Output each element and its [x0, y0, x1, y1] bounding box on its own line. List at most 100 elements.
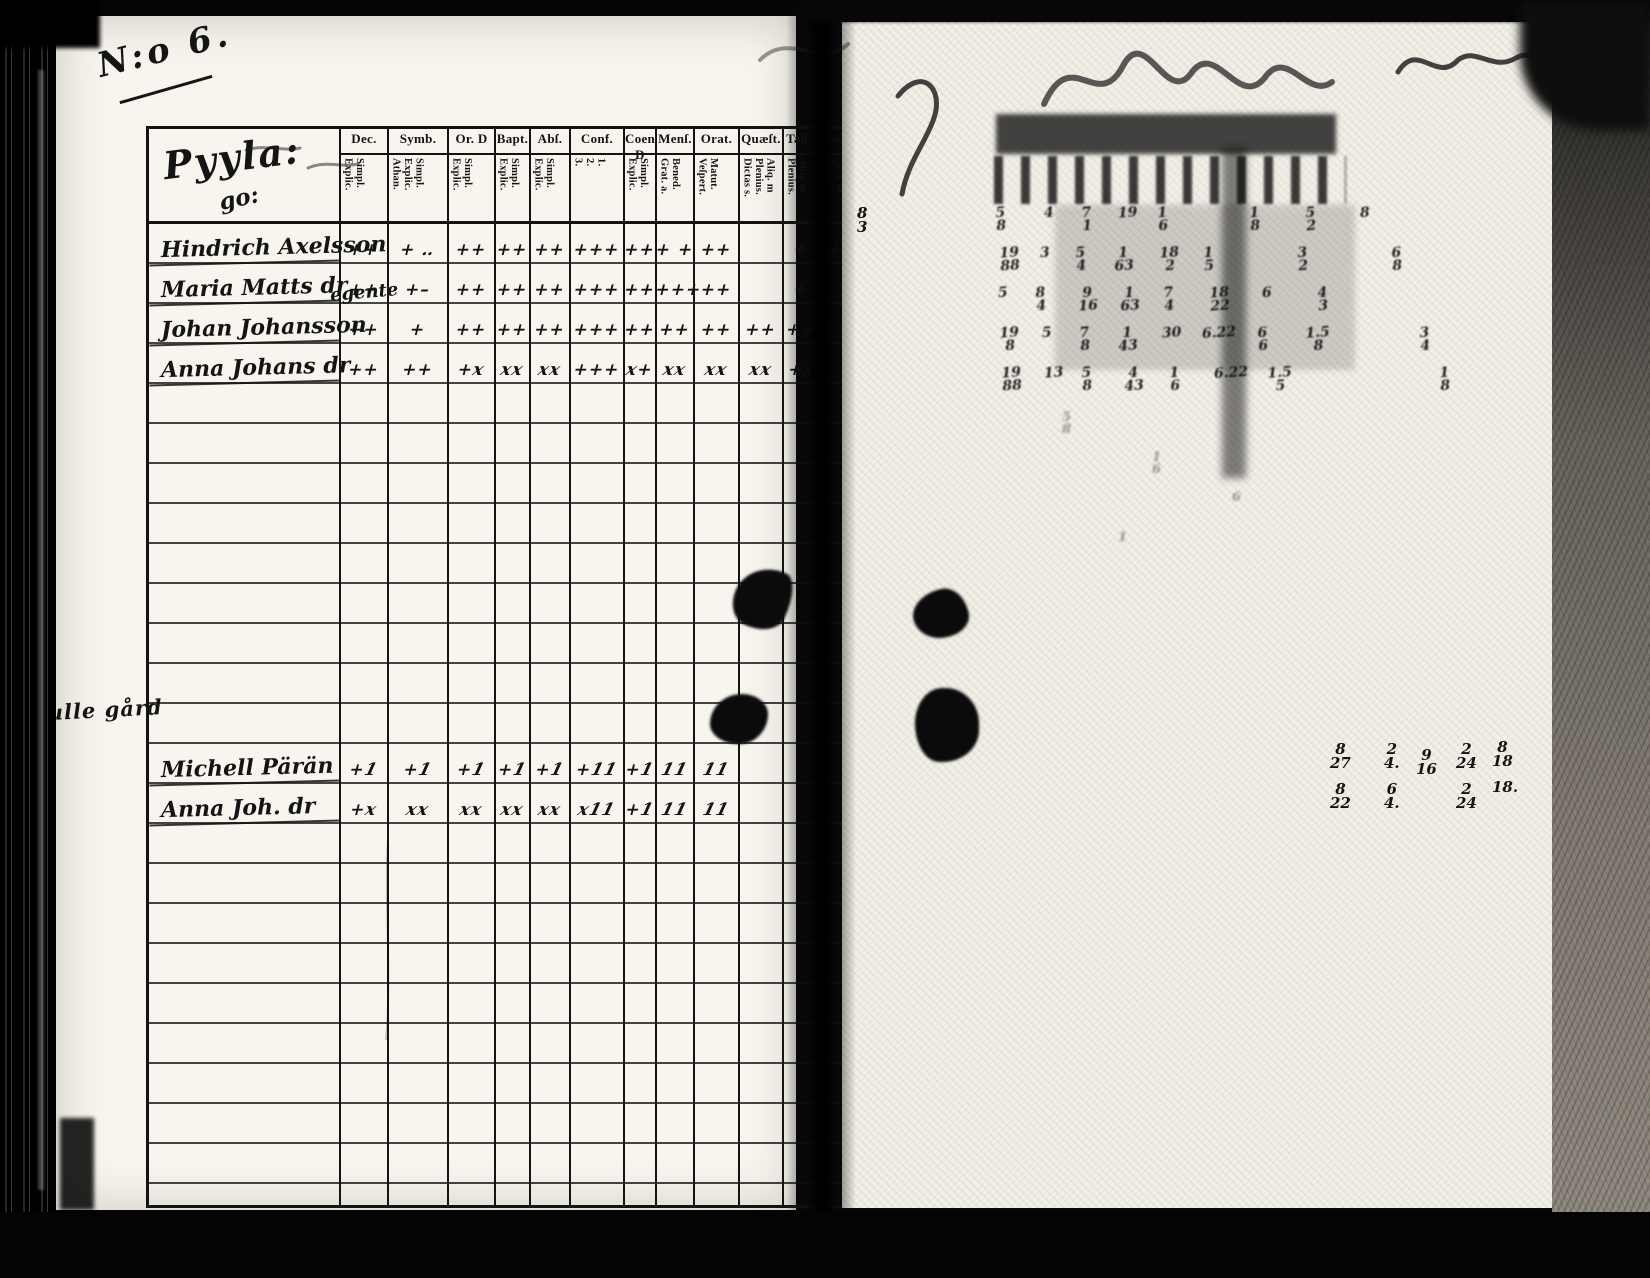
rotated-subheader: Explic. Simpl. [532, 158, 556, 191]
column-header-quaest: Quæſt. Dictas s. Plenius. Aliq. m [738, 129, 782, 221]
communion-date-mark: 4 3 [1316, 284, 1329, 315]
communion-date-mark: 4 [1043, 204, 1055, 222]
table-header: Pyyla: go: Dec. Explic. Simpl. Symb. Athan… [149, 127, 851, 224]
communion-date-mark: 7 1 [1080, 204, 1093, 235]
communion-date-mark: 2 24 [1456, 780, 1477, 813]
attendance-mark: 11 [659, 760, 690, 780]
attendance-mark: xx [535, 800, 564, 820]
attendance-mark: xx [535, 360, 564, 380]
communion-date-mark: 1 8 [1248, 204, 1261, 235]
record-row: Michell Pärän +1 +1 +1 +1 +1 +11 +1 11 1… [148, 744, 849, 787]
scan-edge-right [1552, 0, 1650, 1278]
communion-date-mark: 1 [1118, 530, 1128, 545]
attendance-mark: 11 [700, 800, 732, 820]
attendance-mark: +1 [532, 760, 567, 780]
column-line [494, 224, 496, 1205]
gutter-shadow [786, 8, 856, 1270]
communion-date-mark: 6 [1261, 284, 1273, 302]
attendance-mark: +1 [400, 760, 435, 780]
column-header-ord: Or. D Explic. Simpl. [447, 129, 494, 221]
column-line [782, 224, 784, 1205]
communion-examination-table: Pyyla: go: Dec. Explic. Simpl. Symb. Athan… [146, 126, 853, 1208]
scan-edge-bottom [0, 1212, 1650, 1278]
column-label: Quæſt. [740, 129, 782, 155]
attendance-mark: 11 [659, 800, 690, 820]
attendance-mark: ++ [531, 240, 568, 260]
communion-date-mark: 6 6 [1256, 324, 1269, 355]
rotated-subheader: 3. 2. 1. [572, 158, 607, 167]
column-label: Coen D [625, 131, 656, 162]
attendance-mark: +++ [571, 280, 622, 300]
communion-date-mark: 1 63 [1119, 284, 1141, 315]
column-header-bapt: Bapt. Explic. Simpl. [494, 129, 529, 221]
page-left: Pyyla: go: Dec. Explic. Simpl. Symb. Athan… [56, 16, 853, 1210]
rotated-subheader: Veſpert. Matut. [696, 158, 720, 196]
attendance-mark: 11 [700, 760, 732, 780]
record-row: Anna Johans dr ++ ++ +x xx xx +++ x+ xx … [148, 344, 849, 387]
column-line [693, 224, 695, 1205]
column-label: Conf. [571, 129, 623, 155]
attendance-mark: xx [403, 800, 432, 820]
column-line [339, 224, 341, 1205]
rotated-subheader: Explic. Simpl. [342, 158, 366, 191]
communion-date-mark: 1 63 [1113, 244, 1135, 275]
communion-date-mark: 18. [1492, 778, 1519, 796]
communion-date-mark: 6 [1232, 490, 1242, 505]
column-label: Bapt. [496, 129, 529, 155]
record-row: Anna Joh. dr +x xx xx xx xx x11 +1 11 11 [148, 784, 849, 827]
communion-date-mark: 5 8 [1080, 364, 1093, 395]
communion-date-mark: 8 22 [1330, 780, 1351, 813]
attendance-mark: xx [457, 800, 485, 820]
communion-date-mark: 19 88 [1000, 364, 1023, 395]
communion-date-mark: 1 8 [1438, 364, 1451, 395]
column-line [569, 224, 571, 1205]
attendance-mark: + [407, 320, 428, 340]
communion-date-mark: 6 8 [1390, 244, 1403, 275]
column-line [623, 224, 625, 1205]
communion-date-mark: 5 2 [1304, 204, 1317, 235]
communion-date-mark: 19 [1117, 204, 1138, 222]
attendance-mark: + ‥ [397, 240, 438, 260]
communion-date-mark: 5 [997, 284, 1009, 302]
person-name: Maria Matts dr [148, 272, 348, 307]
communion-date-mark: 9 16 [1077, 284, 1099, 315]
rotated-subheader: Dictas s. Plenius. Aliq. m [741, 158, 776, 198]
communion-date-mark: 1.5 5 [1266, 364, 1293, 395]
column-header-orat: Orat. Veſpert. Matut. [693, 129, 738, 221]
column-label: Dec. [341, 129, 387, 155]
attendance-mark: ++ [453, 320, 489, 340]
column-label: Or. D [449, 129, 494, 155]
column-line [387, 224, 389, 1205]
attendance-mark: ++ [345, 320, 382, 340]
attendance-mark: ++ [345, 360, 382, 380]
person-name: Michell Pärän [148, 752, 340, 787]
attendance-mark: +1 [346, 760, 381, 780]
communion-date-mark: 1 6 [1168, 364, 1181, 395]
rotated-subheader: Explic. Simpl. [450, 158, 474, 191]
communion-date-mark: 8 [1359, 204, 1371, 222]
column-header-coend: Coen D Explic. Simpl. [623, 129, 655, 221]
person-name: Anna Johans dr [148, 352, 351, 387]
communion-date-mark: 1 5 [1202, 244, 1215, 275]
communion-date-mark: 5 8 [994, 204, 1007, 235]
attendance-mark: xx [660, 360, 689, 380]
communion-date-mark: 18 2 [1158, 244, 1180, 275]
attendance-mark: +1 [454, 760, 488, 780]
person-name: Hindrich Axelsson [148, 231, 387, 267]
attendance-mark: xx [702, 360, 730, 380]
communion-date-mark: 19 88 [998, 244, 1021, 275]
attendance-mark: +++ [571, 240, 622, 260]
person-name: Anna Joh. dr [148, 792, 340, 827]
communion-date-mark: 30 [1161, 324, 1182, 342]
attendance-mark: ++ [453, 280, 489, 300]
column-line [529, 224, 531, 1205]
attendance-mark: +++ [571, 320, 622, 340]
communion-date-mark: 3 4 [1418, 324, 1431, 355]
column-header-conf: Conf. 3. 2. 1. [569, 129, 623, 221]
attendance-mark: ++ [399, 360, 436, 380]
communion-date-mark: 1 6 [1152, 450, 1162, 478]
communion-date-mark: 6 4. [1384, 780, 1400, 813]
village-title-flourish: go: [216, 181, 262, 216]
communion-date-mark: 1.5 8 [1304, 324, 1331, 355]
